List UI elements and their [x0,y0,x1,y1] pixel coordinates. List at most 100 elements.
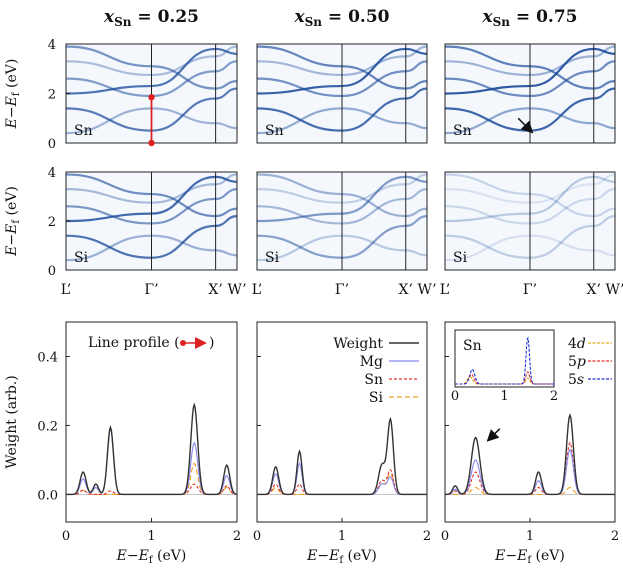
band-element-label: Sn [74,123,93,139]
kpath-label: X’ [587,282,601,298]
band-b1 [66,173,237,204]
band-panel-Sn-1: Sn [256,43,428,144]
column-title-2: xSn = 0.75 [481,7,577,29]
band-lines [445,45,615,135]
band-b2 [445,60,615,98]
xlabel-minus: − [505,548,517,564]
weight-panel-0 [65,321,238,523]
series-weight [66,402,238,496]
band-b4 [66,234,237,262]
title-sub: Sn [493,15,511,29]
weight-xtick-label: 0 [441,529,449,544]
kpath-label: Γ’ [335,282,349,298]
ylabel-minus: − [4,234,20,246]
series-weight [444,412,615,496]
band-panel-Si-0: Si [65,171,238,271]
band-b5 [445,45,615,90]
inset-legend-num: 5 [568,372,577,388]
ylabel-unit: (eV) [4,186,20,220]
inset-legend-num: 5 [568,354,577,370]
band-b1 [66,45,237,77]
band-b4 [257,107,427,135]
title-value: = 0.50 [322,7,390,27]
kpath-label: L’ [440,282,450,298]
weight-xtick-label: 1 [526,529,534,544]
band-b4 [66,107,237,135]
band-ylabel: E−Ef (eV) [4,59,22,130]
band-b2 [257,188,427,225]
inset-legend-orbital: s [577,372,584,388]
band-ytick-label: 4 [48,38,56,53]
kpath-label: W’ [227,282,246,298]
weight-xtick-label: 2 [233,529,241,544]
band-element-label: Si [265,250,280,266]
weight-ylabel: Weight (arb.) [4,375,20,468]
inset-xtick-label: 0 [451,389,459,404]
weight-xlabel: E−Ef (eV) [306,548,377,566]
ylabel-sub: f [11,219,22,224]
band-ytick-label: 0 [48,137,56,152]
arrow-annotation [517,117,534,134]
band-panel-Si-1: Si [256,171,428,271]
weight-xtick-label: 0 [62,529,70,544]
xlabel-sub: f [339,555,344,566]
inset-xtick-label: 1 [500,389,508,404]
band-b2 [445,188,615,225]
legend-label-weight: Weight [333,336,383,352]
ylabel-e2: E [4,96,20,107]
weight-xlabel: E−Ef (eV) [494,548,565,566]
band-b6 [445,47,615,95]
band-b3 [257,215,427,259]
line-profile-close: ) [209,335,214,351]
kpath-label: X’ [399,282,413,298]
xlabel-e2: E [328,548,339,564]
band-panel-frame [444,43,616,144]
band-panel-Sn-0: Sn [65,43,238,147]
inset-legend-num: 4 [568,336,577,352]
weight-xtick-label: 1 [147,529,155,544]
xlabel-unit: (eV) [153,548,187,564]
line-profile-label: Line profile ( [88,335,180,351]
title-var: x [103,7,115,27]
band-ylabel: E−Ef (eV) [4,186,22,257]
inset-xtick-label: 2 [550,389,558,404]
column-titles: xSn = 0.25 xSn = 0.50 xSn = 0.75 [103,7,578,29]
inset-legend-label-4d: 4d [568,336,586,352]
kpath-label: Γ’ [144,282,158,298]
weight-xtick-label: 1 [338,529,346,544]
kpath-label: L’ [61,282,71,298]
band-lines [66,45,237,135]
title-sub: Sn [305,15,323,29]
band-b5 [66,173,237,218]
kpath-label: W’ [605,282,623,298]
band-b6 [66,47,237,95]
xlabel-sub: f [527,555,532,566]
inset-series-5s [455,336,554,385]
weight-xtick-label: 0 [253,529,261,544]
ylabel-unit: (eV) [4,59,20,93]
kpath-label: Γ’ [523,282,537,298]
band-b3 [66,87,237,132]
band-panel-frame [444,171,616,271]
xlabel-minus: − [317,548,329,564]
band-element-label: Sn [453,123,472,139]
inset-legend-label-5s: 5s [568,372,584,388]
column-title-0: xSn = 0.25 [103,7,199,29]
band-b1 [445,173,615,204]
band-b2 [66,60,237,98]
xlabel-unit: (eV) [531,548,565,564]
band-b5 [257,173,427,218]
band-panels: Sn Sn Sn Si Si Si [65,43,616,271]
title-sub: Sn [114,15,132,29]
xlabel-minus: − [127,548,139,564]
weight-xlabel: E−Ef (eV) [116,548,187,566]
band-b5 [257,45,427,90]
inset-legend-label-5p: 5p [568,354,586,370]
series-weight [257,416,427,496]
weight-panel-1 [256,321,428,523]
weight-arrow-annotation [486,428,501,442]
title-value: = 0.25 [132,7,200,27]
band-panel-Sn-2: Sn [444,43,616,144]
